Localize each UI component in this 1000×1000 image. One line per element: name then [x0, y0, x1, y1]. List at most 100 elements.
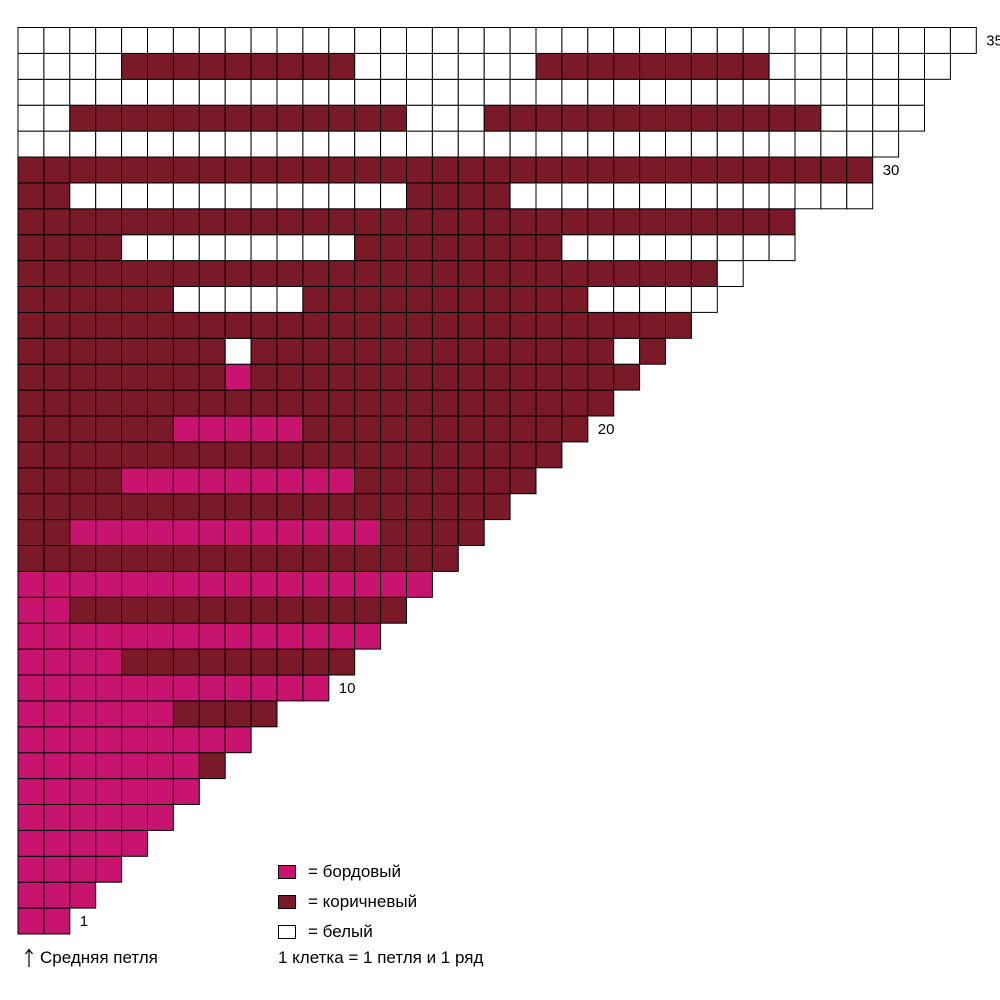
chart-cell [147, 804, 174, 831]
chart-cell [250, 311, 278, 339]
chart-cell [690, 182, 718, 210]
chart-cell [820, 78, 848, 106]
chart-cell [561, 156, 589, 184]
chart-cell [406, 130, 433, 158]
chart-cell [250, 260, 278, 288]
chart-cell [276, 78, 304, 106]
legend-item-bordo: = бордовый [278, 857, 417, 887]
chart-cell [690, 156, 718, 184]
chart-cell [639, 337, 666, 365]
chart-cell [43, 182, 71, 210]
chart-cell [561, 415, 589, 443]
chart-cell [172, 52, 200, 80]
chart-cell [69, 519, 97, 546]
chart-cell [587, 311, 615, 339]
chart-cell [147, 674, 174, 702]
chart-cell [198, 467, 226, 495]
chart-cell [95, 622, 123, 650]
chart-cell [121, 829, 148, 857]
chart-cell [354, 519, 382, 546]
chart-cell [665, 156, 692, 184]
chart-cell [172, 104, 200, 132]
chart-cell [250, 52, 278, 80]
chart-cell [690, 208, 718, 236]
chart-cell [587, 182, 615, 210]
chart-cell [276, 363, 304, 391]
chart-cell [742, 182, 770, 210]
chart-cell [43, 700, 71, 728]
chart-cell [509, 415, 537, 443]
chart-cell [121, 726, 148, 754]
chart-cell [742, 234, 770, 262]
chart-cell [69, 156, 97, 184]
chart-cell [69, 311, 97, 339]
chart-cell [328, 27, 356, 54]
chart-cell [406, 104, 433, 132]
chart-cell [535, 389, 563, 417]
chart-cell [17, 441, 45, 469]
chart-cell [121, 493, 148, 521]
chart-cell [483, 182, 511, 210]
chart-cell [198, 389, 226, 417]
chart-cell [535, 234, 563, 262]
chart-cell [250, 363, 278, 391]
chart-cell [639, 234, 666, 262]
chart-cell [43, 311, 71, 339]
chart-cell [716, 260, 744, 288]
chart-cell [121, 700, 148, 728]
chart-cell [587, 260, 615, 288]
chart-cell [17, 648, 45, 676]
chart-cell [43, 337, 71, 365]
chart-cell [198, 415, 226, 443]
chart-cell [328, 104, 356, 132]
chart-cell [250, 415, 278, 443]
chart-cell [639, 52, 666, 80]
chart-cell [224, 234, 252, 262]
chart-cell [898, 27, 925, 54]
chart-cell [406, 519, 433, 546]
chart-cell [768, 104, 796, 132]
chart-cell [328, 467, 356, 495]
chart-cell [431, 519, 459, 546]
chart-cell [639, 311, 666, 339]
chart-cell [639, 104, 666, 132]
chart-cell [354, 130, 382, 158]
chart-cell [95, 389, 123, 417]
chart-cell [121, 545, 148, 572]
chart-cell [17, 493, 45, 521]
chart-cell [302, 156, 330, 184]
chart-cell [276, 182, 304, 210]
chart-cell [457, 493, 485, 521]
chart-cell [431, 27, 459, 54]
chart-cell [431, 467, 459, 495]
chart-cell [457, 415, 485, 443]
chart-cell [561, 363, 589, 391]
chart-cell [172, 648, 200, 676]
chart-cell [43, 156, 71, 184]
chart-cell [949, 27, 977, 54]
chart-cell [716, 78, 744, 106]
chart-cell [587, 208, 615, 236]
chart-cell [121, 752, 148, 780]
chart-cell [380, 182, 408, 210]
chart-cell [69, 596, 97, 624]
chart-cell [431, 260, 459, 288]
chart-cell [17, 260, 45, 288]
chart-cell [121, 260, 148, 288]
chart-cell [121, 389, 148, 417]
chart-cell [535, 415, 563, 443]
chart-cell [354, 363, 382, 391]
chart-cell [457, 182, 485, 210]
chart-cell [302, 674, 330, 702]
chart-cell [665, 104, 692, 132]
chart-cell [483, 311, 511, 339]
chart-cell [121, 27, 148, 54]
chart-cell [328, 545, 356, 572]
brown-swatch [278, 895, 296, 909]
chart-cell [509, 389, 537, 417]
chart-cell [198, 337, 226, 365]
chart-cell [250, 596, 278, 624]
chart-cell [483, 234, 511, 262]
chart-cell [846, 27, 874, 54]
chart-cell [665, 234, 692, 262]
